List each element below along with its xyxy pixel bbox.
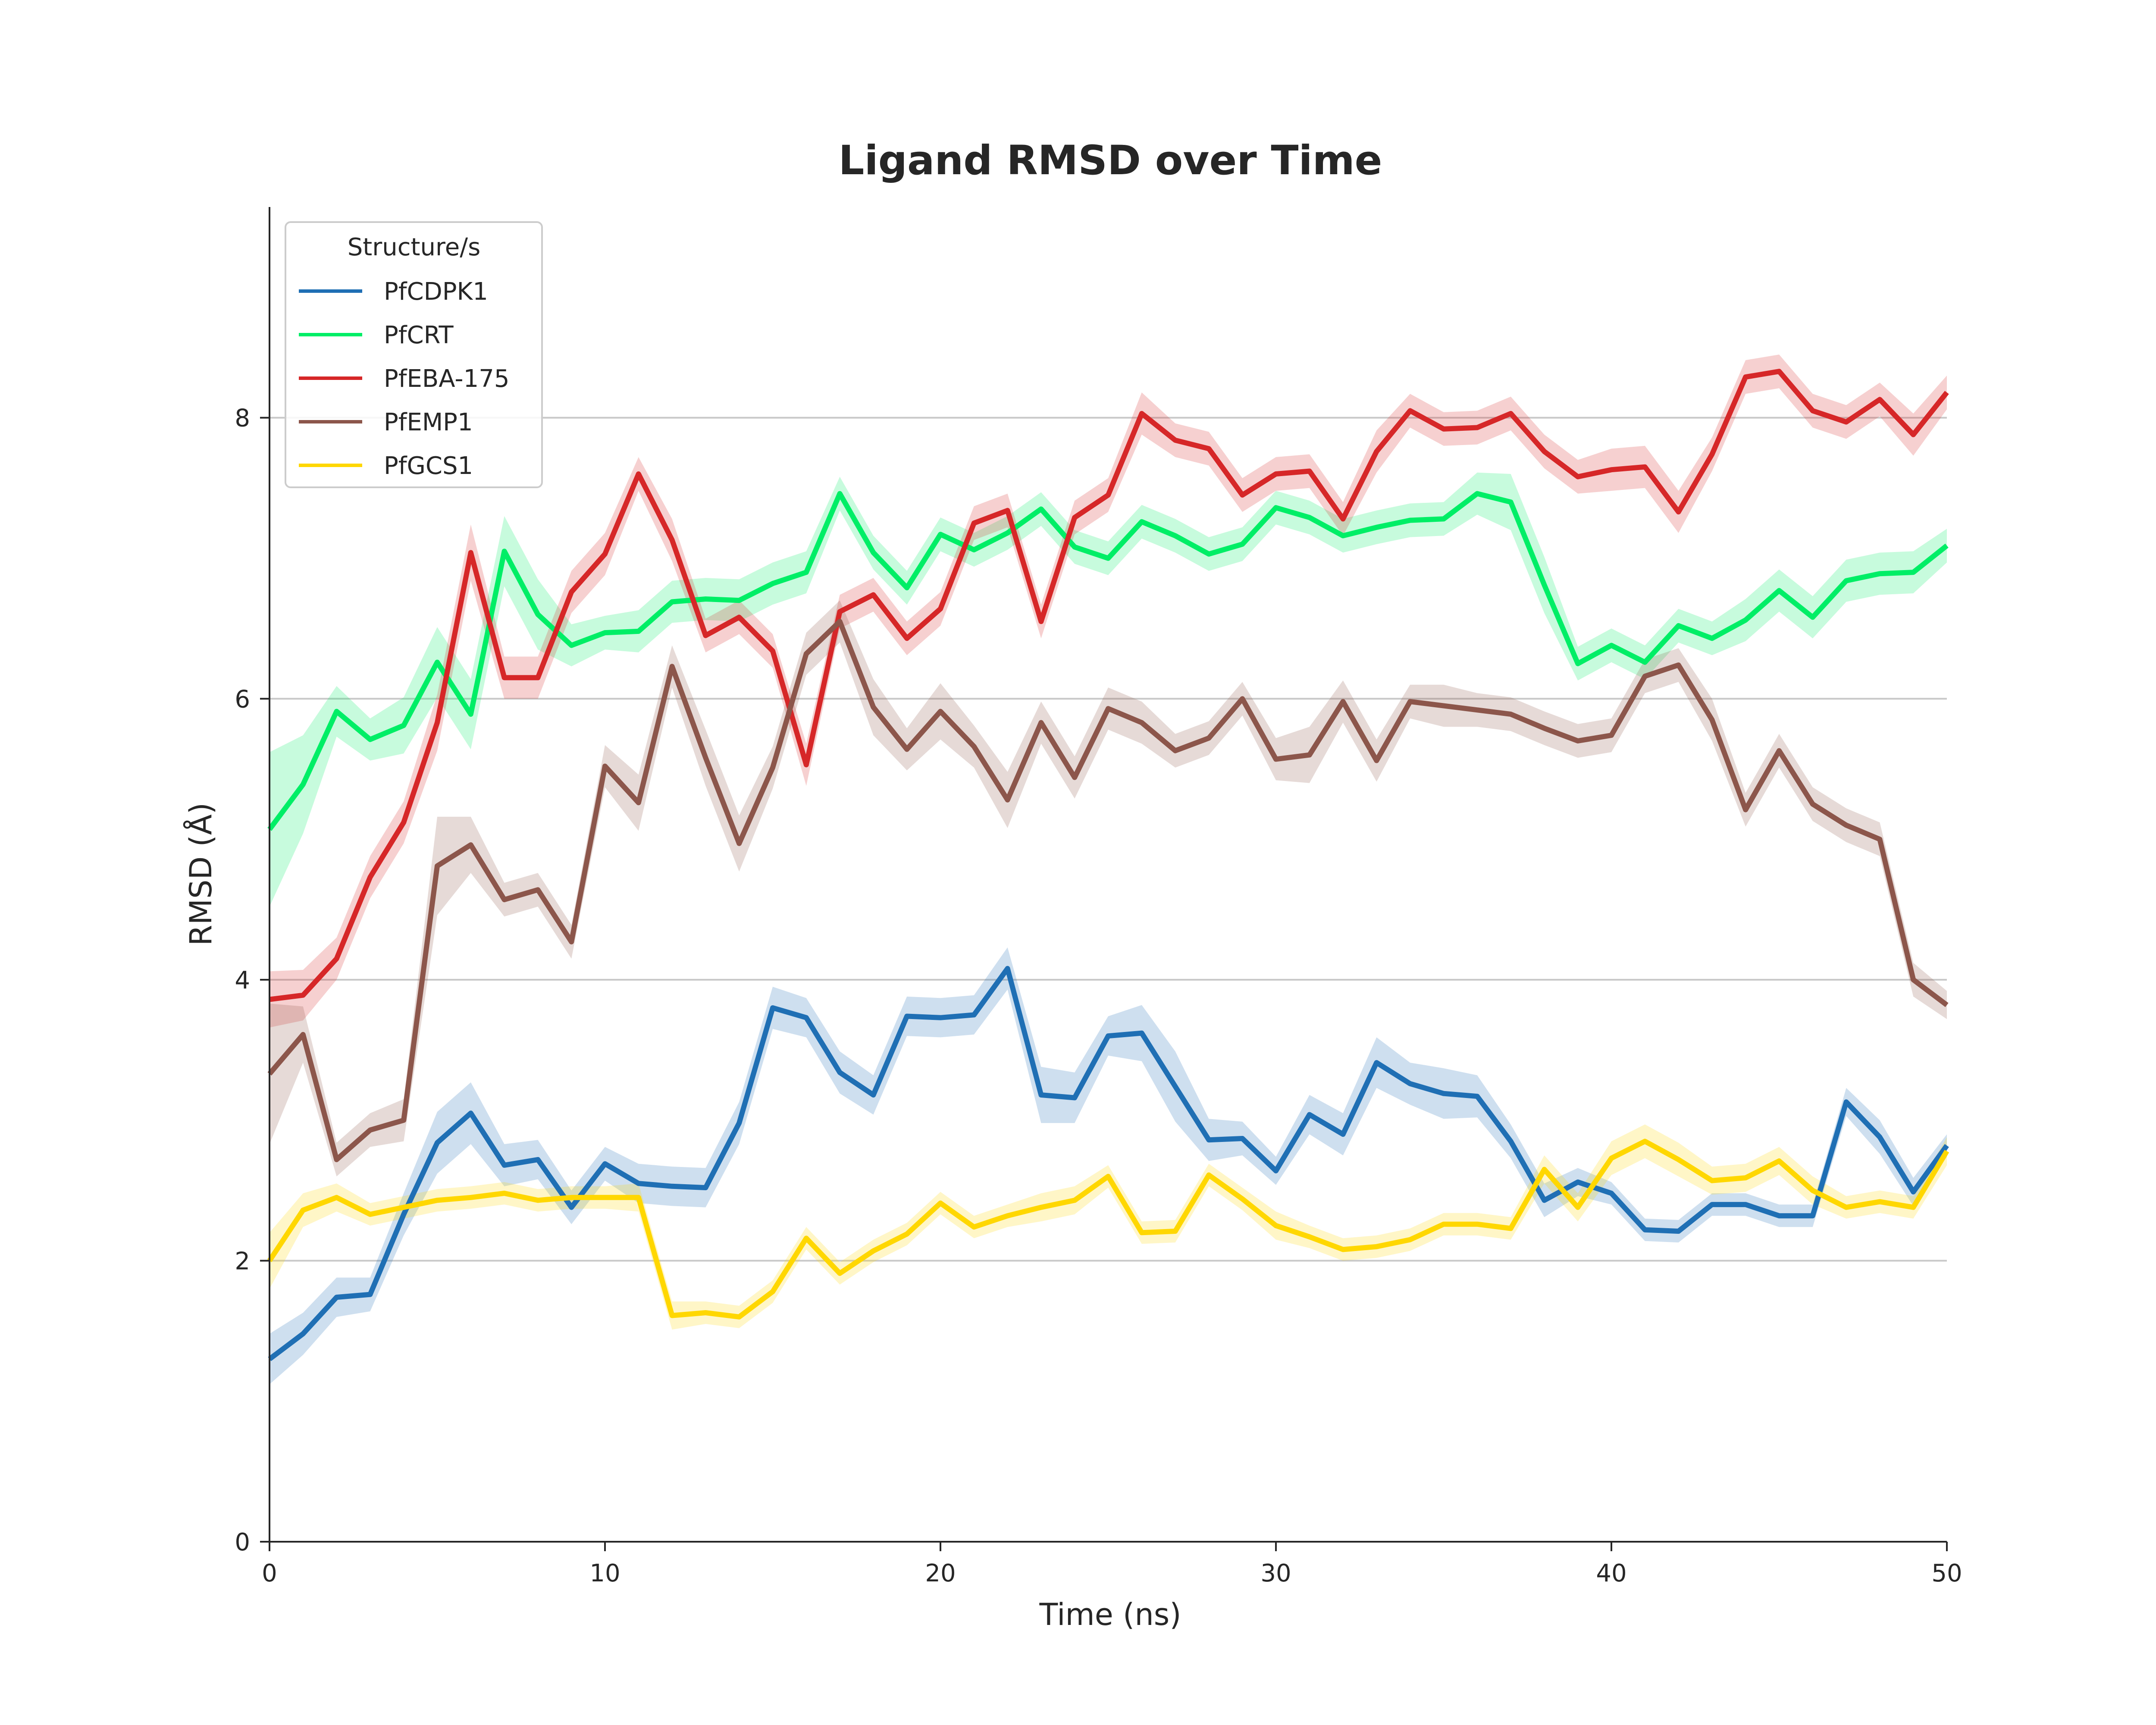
y-tick-label-4: 4 bbox=[235, 966, 250, 994]
series-line-pfeba-175 bbox=[269, 369, 1949, 1002]
legend-frame bbox=[285, 221, 543, 488]
legend: Structure/s PfCDPK1PfCRTPfEBA-175PfEMP1P… bbox=[285, 221, 543, 488]
axes bbox=[269, 207, 1947, 1543]
legend-entries: PfCDPK1 PfCRT PfEBA-175 PfEMP1 PfGCS1 bbox=[299, 278, 509, 480]
series-line-pfgcs1 bbox=[267, 1138, 1949, 1320]
chart-title: Ligand RMSD over Time bbox=[839, 137, 1382, 184]
legend-title: Structure/s bbox=[348, 233, 481, 261]
y-axis-ticks: 0 2 4 6 8 bbox=[235, 405, 270, 1556]
legend-label-pfcrt: PfCRT bbox=[384, 321, 454, 349]
legend-label-pfcdpk1: PfCDPK1 bbox=[384, 278, 488, 306]
y-tick-label-2: 2 bbox=[235, 1247, 250, 1275]
x-tick-label-50: 50 bbox=[1931, 1559, 1962, 1587]
legend-label-pfemp1: PfEMP1 bbox=[384, 408, 473, 436]
x-tick-label-10: 10 bbox=[589, 1559, 620, 1587]
series-lines bbox=[267, 369, 1949, 1361]
x-axis-ticks: 0 10 20 30 40 50 bbox=[262, 1542, 1962, 1587]
y-tick-label-0: 0 bbox=[235, 1528, 250, 1556]
x-tick-label-20: 20 bbox=[925, 1559, 956, 1587]
series-line-pfcdpk1 bbox=[268, 966, 1949, 1361]
y-tick-label-6: 6 bbox=[235, 685, 250, 713]
series-line-pfcrt bbox=[267, 491, 1949, 831]
band-pfemp1 bbox=[270, 600, 1947, 1176]
legend-label-pfgcs1: PfGCS1 bbox=[384, 452, 473, 480]
x-tick-label-40: 40 bbox=[1596, 1559, 1626, 1587]
x-tick-label-0: 0 bbox=[262, 1559, 277, 1587]
gridlines bbox=[270, 417, 1947, 1262]
x-axis-label: Time (ns) bbox=[1039, 1597, 1181, 1632]
x-tick-label-30: 30 bbox=[1260, 1559, 1291, 1587]
band-pfgcs1 bbox=[270, 1124, 1947, 1330]
series-line-pfemp1 bbox=[267, 619, 1949, 1162]
y-axis-label: RMSD (Å) bbox=[183, 803, 219, 946]
legend-label-pfeba-175: PfEBA-175 bbox=[384, 365, 509, 393]
y-tick-label-8: 8 bbox=[235, 405, 250, 433]
